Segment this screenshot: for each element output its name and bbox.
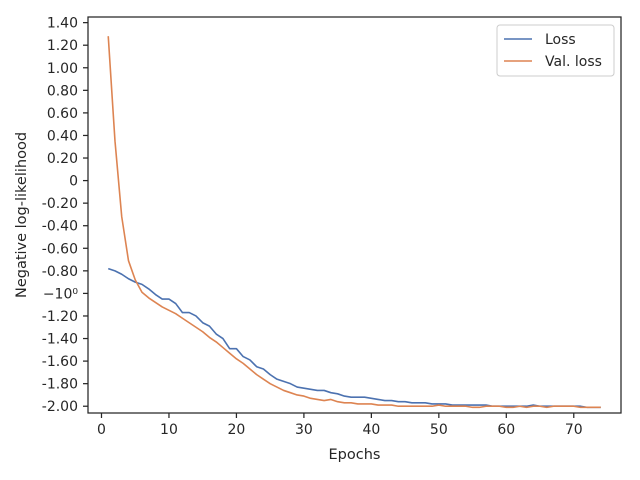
series-layer — [107, 36, 601, 409]
legend-label-2: Val. loss — [545, 54, 602, 70]
y-tick-label: 0.60 — [47, 106, 78, 122]
x-tick-label: 70 — [565, 422, 583, 438]
y-tick-label: −10⁰ — [43, 286, 79, 302]
y-tick-label: 0 — [69, 174, 78, 190]
y-tick-label: -1.20 — [42, 309, 78, 325]
x-tick-label: 40 — [362, 422, 380, 438]
y-tick-label: 0.40 — [47, 128, 78, 144]
legend-label-1: Loss — [545, 32, 576, 48]
x-tick-label: 10 — [160, 422, 178, 438]
y-tick-label: 0.80 — [47, 83, 78, 99]
y-tick-label: 0.20 — [47, 151, 78, 167]
x-tick-label: 60 — [497, 422, 515, 438]
y-tick-label: 1.00 — [47, 61, 78, 77]
y-tick-label: 1.40 — [47, 16, 78, 32]
y-tick-label: -2.00 — [42, 399, 78, 415]
x-tick-label: 0 — [97, 422, 106, 438]
x-axis: 0 10 20 30 40 50 60 70 — [97, 413, 583, 438]
y-tick-label: -0.80 — [42, 264, 78, 280]
y-tick-label: -0.20 — [42, 196, 78, 212]
legend-box — [496, 24, 615, 77]
x-tick-label: 30 — [295, 422, 313, 438]
series-line-2 — [107, 36, 601, 409]
x-tick-label: 50 — [430, 422, 448, 438]
x-tick-label: 20 — [228, 422, 246, 438]
y-tick-label: 1.20 — [47, 38, 78, 54]
plot-frame — [87, 16, 622, 414]
y-tick-label: -1.80 — [42, 377, 78, 393]
legend: Loss Val. loss — [496, 24, 615, 77]
y-tick-label: -0.60 — [42, 241, 78, 257]
y-axis-title: Negative log-likelihood — [14, 132, 30, 298]
y-axis: 1.40 1.20 1.00 0.80 0.60 0.40 0.20 0 -0.20 -0.40 -… — [42, 16, 88, 415]
y-tick-label: -0.40 — [42, 219, 78, 235]
x-axis-title: Epochs — [329, 447, 381, 463]
y-tick-label: -1.60 — [42, 354, 78, 370]
y-tick-label: -1.40 — [42, 332, 78, 348]
series-line-1 — [107, 267, 601, 409]
